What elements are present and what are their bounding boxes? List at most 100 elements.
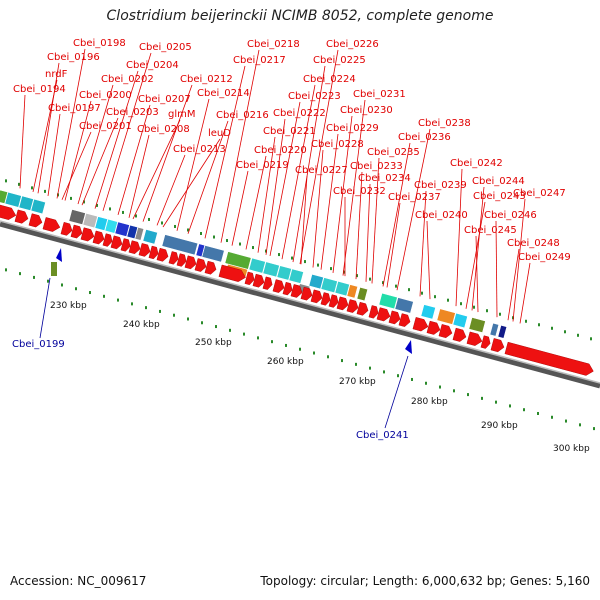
cog-block — [489, 322, 500, 337]
leader-line — [102, 52, 152, 211]
cog-block — [378, 292, 398, 310]
track-dot — [538, 323, 540, 327]
gene-label: Cbei_0236 — [398, 132, 451, 143]
gene-arrow — [356, 301, 369, 316]
cog-block — [224, 251, 252, 270]
track-dot — [330, 267, 332, 271]
gene-label: Cbei_0225 — [313, 55, 366, 66]
track-dot — [439, 385, 441, 389]
leader-line — [300, 175, 308, 265]
gene-arrow — [368, 305, 379, 319]
gene-arrow — [480, 335, 491, 349]
gene-label: Cbei_0228 — [311, 139, 364, 150]
gene-label: Cbei_0198 — [73, 38, 126, 49]
track-dot — [499, 312, 501, 316]
cog-block — [4, 191, 22, 208]
gene-label: Cbei_0213 — [173, 144, 226, 155]
leader-line — [426, 220, 431, 300]
gene-arrow — [282, 281, 293, 296]
gene-label: Cbei_0205 — [139, 42, 192, 53]
track-dot — [187, 317, 189, 321]
gene-arrow — [336, 296, 349, 311]
cog-block — [68, 209, 86, 226]
gene-arrow — [290, 284, 303, 298]
gene-label: Cbei_0227 — [295, 165, 348, 176]
track-dot — [577, 333, 579, 337]
track-dot — [18, 182, 20, 186]
gene-arrow — [42, 217, 61, 232]
reverse-gene-markers — [51, 248, 412, 354]
track-dot — [103, 294, 105, 298]
gene-label: Cbei_0224 — [303, 74, 356, 85]
track-dot — [579, 423, 581, 427]
leader-line — [64, 100, 92, 201]
leader-line — [455, 168, 463, 307]
gene-labels: Cbei_0194 nrdF Cbei_0196 Cbei_0198 Cbei_0197… — [13, 38, 571, 263]
gene-arrow — [148, 245, 159, 260]
tick-label: 300 kbp — [553, 444, 590, 454]
gene-label: Cbei_0200 — [79, 90, 132, 101]
cog-block — [262, 261, 280, 278]
gene-arrow — [412, 317, 429, 332]
track-dot — [425, 381, 427, 385]
track-dot — [356, 274, 358, 278]
cog-block — [82, 212, 98, 229]
track-dot — [161, 221, 163, 225]
gene-arrow — [328, 294, 339, 308]
gene-label: Cbei_0202 — [101, 74, 154, 85]
gene-label: Cbei_0234 — [358, 173, 411, 184]
cog-block — [356, 286, 369, 302]
track-dot — [257, 336, 259, 340]
track-dot — [70, 196, 72, 200]
leader-line — [519, 262, 531, 324]
cog-block — [30, 198, 46, 215]
leader-line — [371, 157, 380, 284]
leader-line — [292, 65, 326, 263]
track-dot — [411, 377, 413, 381]
gene-arrow — [176, 253, 187, 267]
track-dot — [564, 330, 566, 334]
leader-line — [142, 84, 193, 222]
track-dot — [5, 268, 7, 272]
track-dot — [109, 207, 111, 211]
blue-gene-labels: Cbei_0199 Cbei_0241 — [12, 339, 409, 441]
gene-arrow — [70, 224, 83, 239]
gene-arrow — [346, 299, 359, 313]
gene-label: Cbei_0237 — [388, 192, 441, 203]
cog-block — [308, 273, 324, 290]
cog-block — [142, 229, 158, 245]
cog-block — [114, 221, 130, 237]
cog-block — [497, 324, 508, 339]
track-dot — [173, 313, 175, 317]
gene-arrow — [102, 233, 113, 247]
track-dot — [229, 328, 231, 332]
gene-arrow — [300, 286, 313, 301]
track-dot — [509, 404, 511, 408]
leader-line — [332, 115, 353, 273]
leader-line — [37, 62, 60, 194]
cog-block — [134, 226, 145, 241]
track-dot — [397, 374, 399, 378]
track-dot — [213, 235, 215, 239]
track-dot — [343, 270, 345, 274]
gene-arrow — [426, 320, 441, 335]
track-dot — [495, 400, 497, 404]
track-dot — [590, 337, 592, 341]
leader-line — [507, 248, 520, 321]
gene-arrow — [128, 240, 141, 255]
track-dot — [96, 203, 98, 207]
gene-label: Cbei_0220 — [254, 145, 307, 156]
cog-block — [288, 268, 304, 284]
gene-label: glmM — [168, 109, 196, 120]
leader-line — [281, 84, 316, 260]
leader-line — [471, 186, 485, 311]
gene-arrow — [388, 310, 401, 325]
track-dot — [317, 263, 319, 267]
gene-label: Cbei_0243 — [473, 191, 526, 202]
track-dot — [355, 362, 357, 366]
leader-line — [312, 149, 324, 268]
leader-line — [162, 138, 221, 228]
gene-arrow — [110, 235, 123, 250]
leader-line — [342, 99, 366, 276]
track-dot — [215, 325, 217, 329]
